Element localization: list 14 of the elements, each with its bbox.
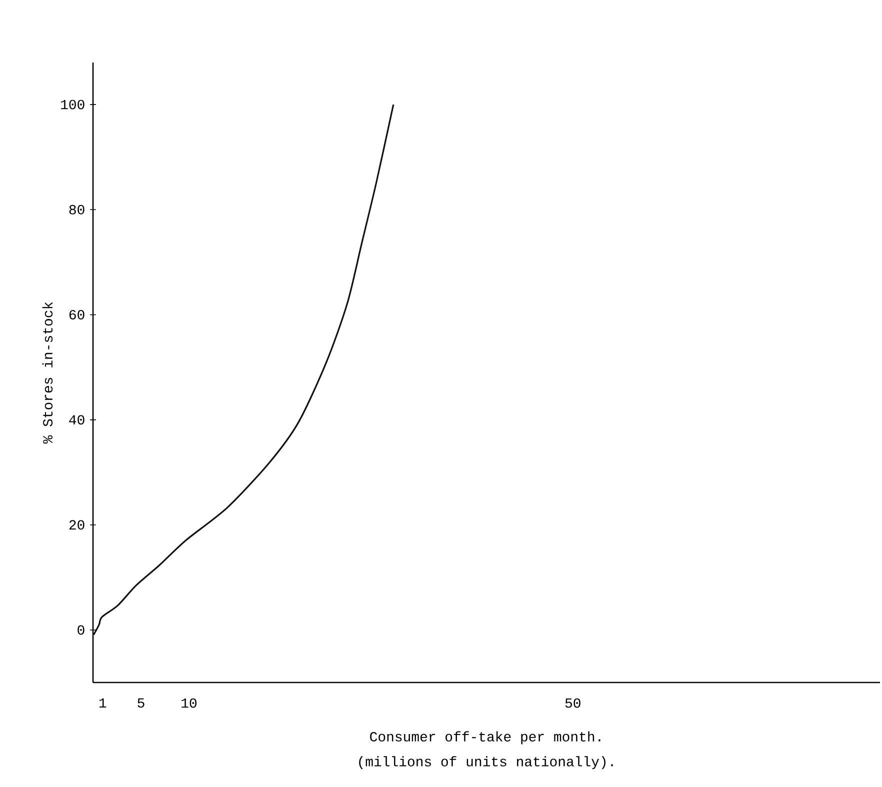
y-axis-title: % Stores in-stock <box>42 302 53 444</box>
line-series <box>93 104 394 636</box>
x-tick-label: 10 <box>182 698 196 708</box>
y-tick-label: 40 <box>69 415 84 425</box>
x-tick-label: 5 <box>138 698 144 708</box>
x-tick-label: 50 <box>565 698 580 708</box>
y-tick-label: 20 <box>69 520 84 530</box>
y-tick-label: 100 <box>61 100 84 110</box>
y-tick-label: 60 <box>69 310 84 320</box>
x-axis-title: Consumer off-take per month. <box>370 731 600 744</box>
x-tick-label: 1 <box>99 698 106 708</box>
y-tick-label: 80 <box>69 204 84 214</box>
y-tick-label: 0 <box>78 625 84 635</box>
text: (millions of units nationally). <box>359 756 613 770</box>
